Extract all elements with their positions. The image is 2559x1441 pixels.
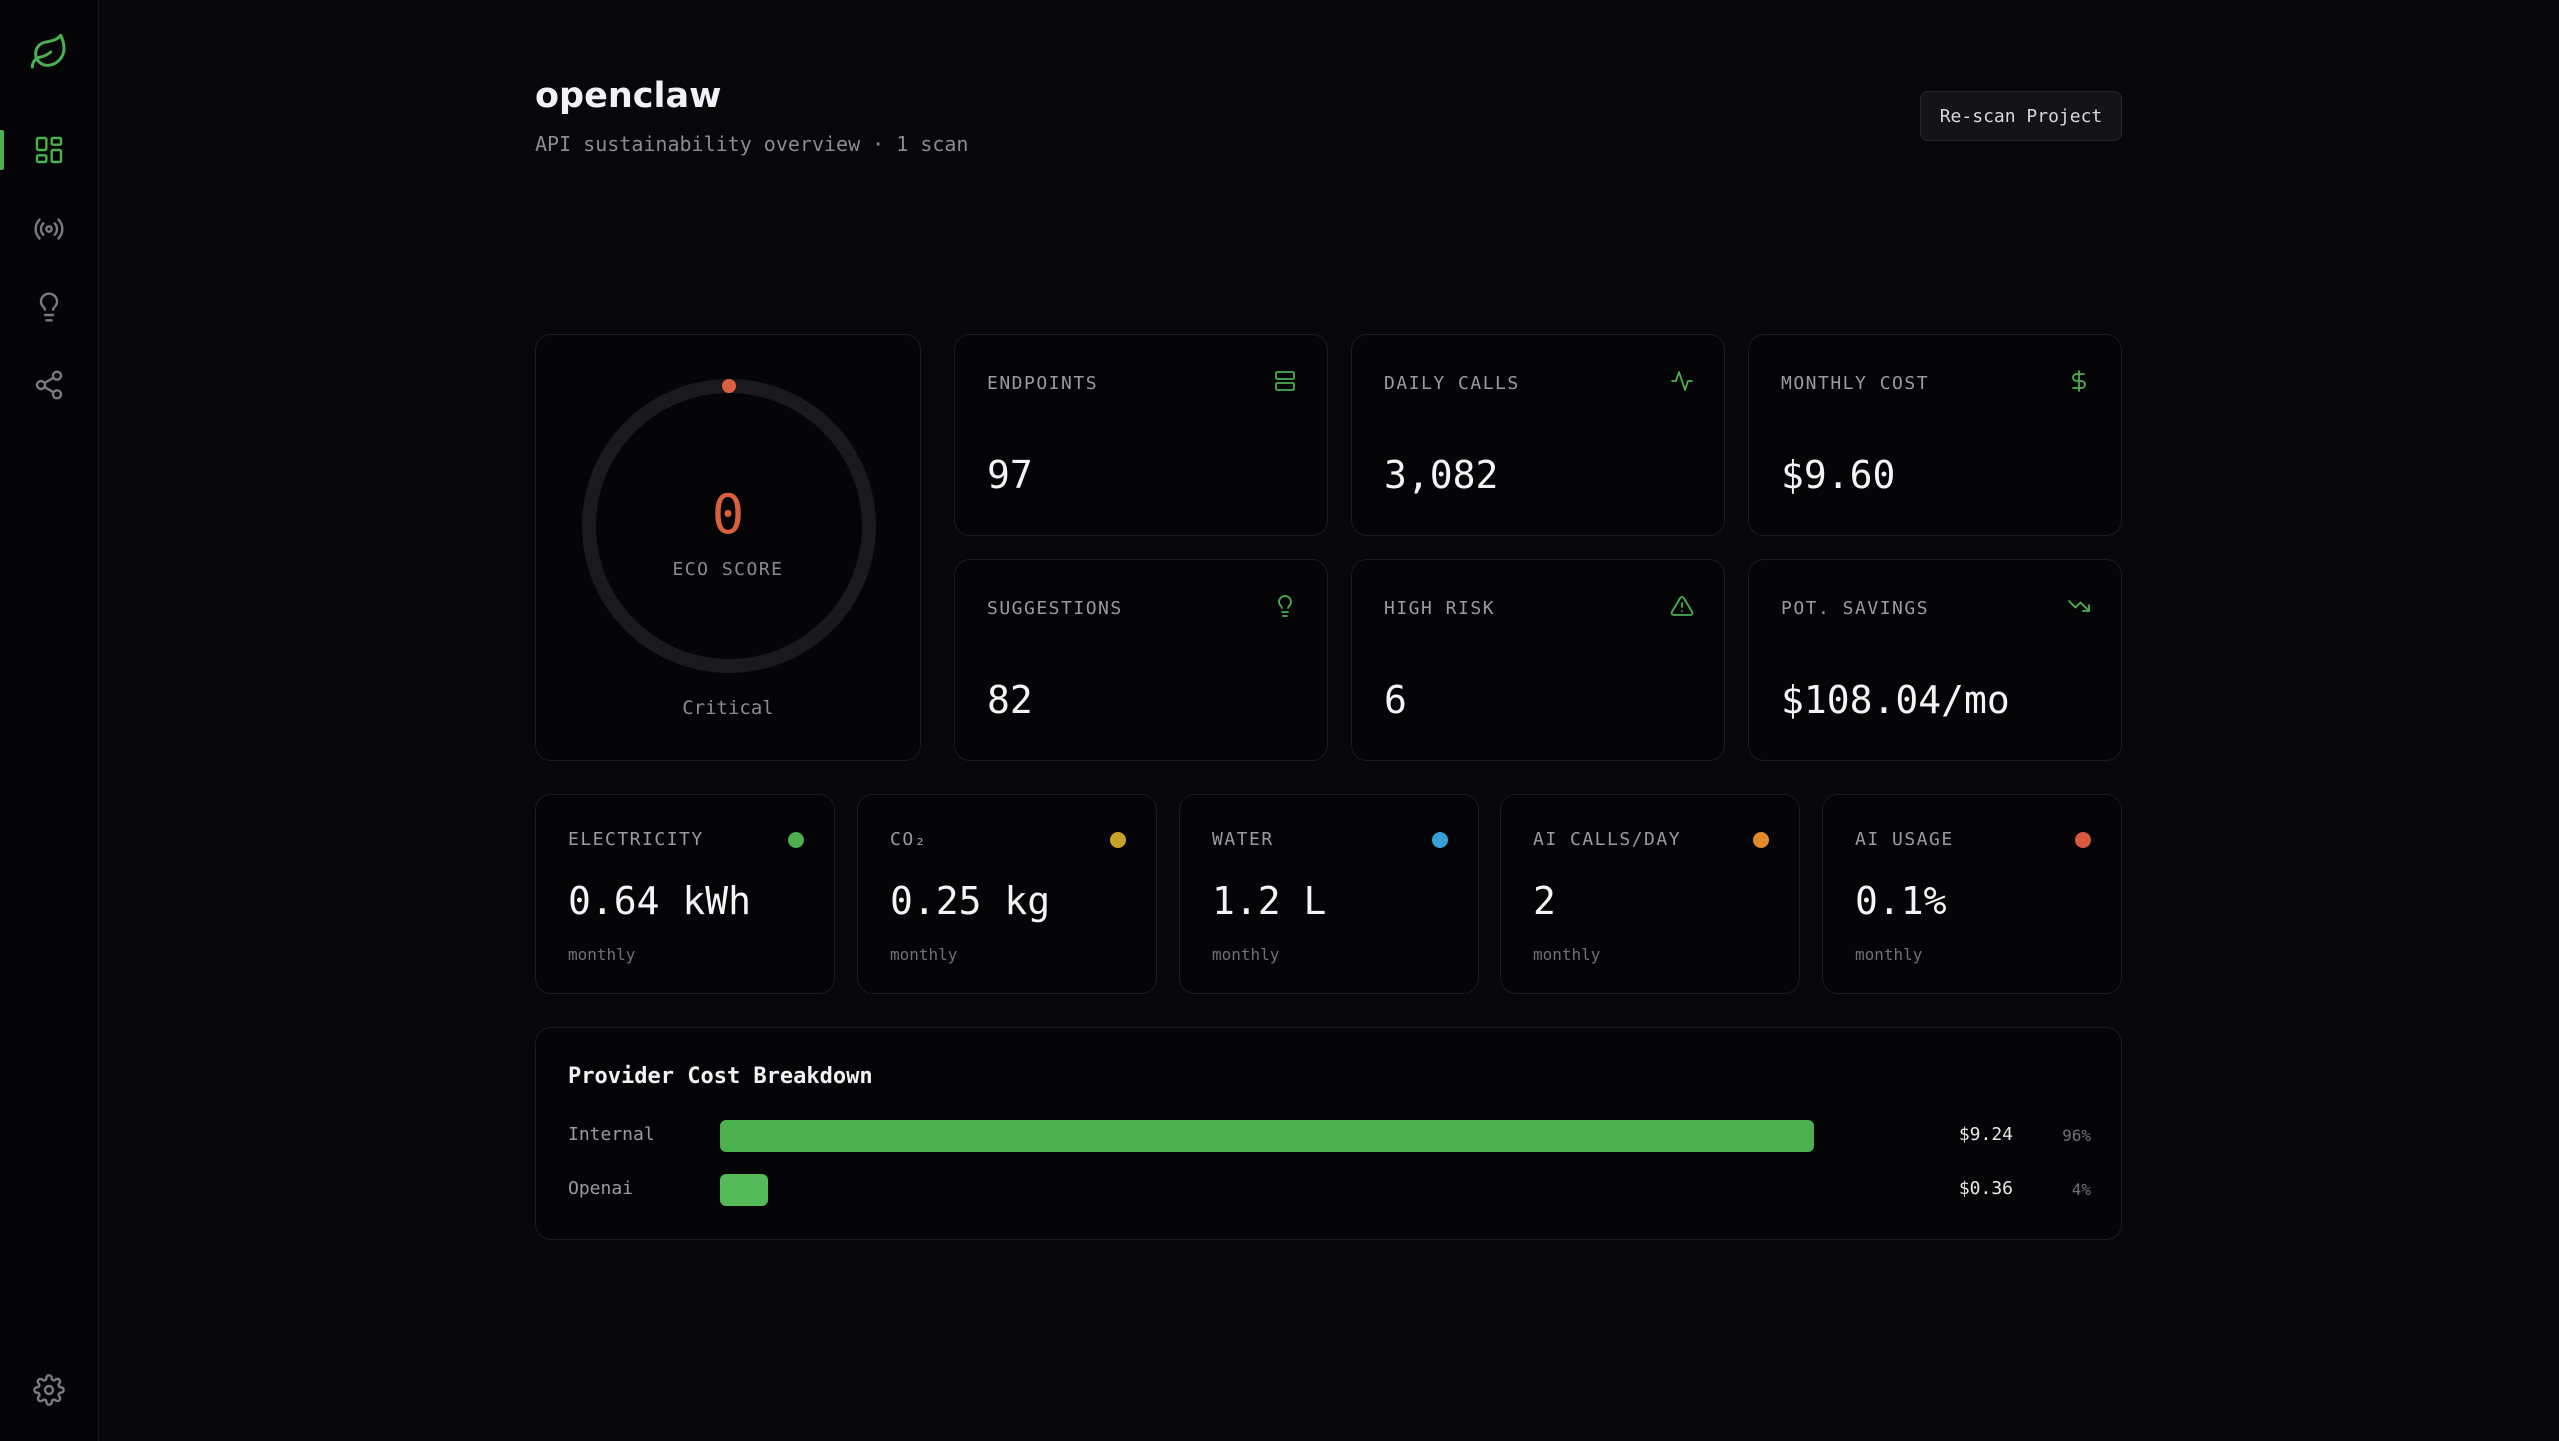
trending-down-icon	[2068, 600, 2090, 612]
logo[interactable]	[0, 22, 98, 82]
share-icon	[35, 370, 63, 400]
metric-period: monthly	[1533, 945, 1601, 964]
metric-card-ai-calls[interactable]: AI CALLS/DAY 2 monthly	[1500, 794, 1800, 994]
status-dot	[1432, 832, 1448, 848]
provider-pct-openai: 4%	[2071, 1180, 2091, 1199]
provider-bar-internal	[720, 1120, 1814, 1152]
provider-bar-openai	[720, 1174, 768, 1206]
metric-period: monthly	[1855, 945, 1923, 964]
provider-label-internal: Internal	[568, 1124, 655, 1145]
metric-period: monthly	[1212, 945, 1280, 964]
stat-label: POT. SAVINGS	[1781, 598, 1930, 619]
provider-amount-openai: $0.36	[1958, 1178, 2013, 1199]
status-dot	[788, 832, 804, 848]
status-dot	[2075, 832, 2091, 848]
stat-card-potential-savings[interactable]: POT. SAVINGS $108.04/mo	[1748, 559, 2122, 761]
stat-label: HIGH RISK	[1384, 598, 1496, 619]
stat-card-endpoints[interactable]: ENDPOINTS 97	[954, 334, 1328, 536]
metric-value: 0.64 kWh	[568, 879, 752, 923]
stat-card-daily-calls[interactable]: DAILY CALLS 3,082	[1351, 334, 1725, 536]
metric-label: AI USAGE	[1855, 829, 1954, 850]
metric-value: 2	[1533, 879, 1556, 923]
stat-value: $108.04/mo	[1781, 678, 2010, 722]
stat-value: 3,082	[1384, 453, 1499, 497]
sidebar-item-scans[interactable]	[0, 199, 98, 259]
stat-label: ENDPOINTS	[987, 373, 1099, 394]
metric-value: 0.25 kg	[890, 879, 1051, 923]
stat-card-suggestions[interactable]: SUGGESTIONS 82	[954, 559, 1328, 761]
status-dot	[1753, 832, 1769, 848]
dollar-icon	[2072, 370, 2086, 392]
stat-value: 6	[1384, 678, 1407, 722]
metric-value: 0.1%	[1855, 879, 1947, 923]
stat-label: SUGGESTIONS	[987, 598, 1123, 619]
metric-card-electricity[interactable]: ELECTRICITY 0.64 kWh monthly	[535, 794, 835, 994]
metric-label: AI CALLS/DAY	[1533, 829, 1682, 850]
eco-score-label: ECO SCORE	[672, 559, 784, 580]
rescan-button[interactable]: Re-scan Project	[1920, 91, 2122, 141]
metric-label: ELECTRICITY	[568, 829, 704, 850]
stat-value: $9.60	[1781, 453, 1896, 497]
breakdown-title: Provider Cost Breakdown	[568, 1064, 873, 1089]
dashboard-icon	[35, 136, 63, 164]
eco-score-ring	[582, 379, 876, 673]
stat-card-high-risk[interactable]: HIGH RISK 6	[1351, 559, 1725, 761]
stat-label: DAILY CALLS	[1384, 373, 1520, 394]
provider-label-openai: Openai	[568, 1178, 634, 1199]
metric-card-water[interactable]: WATER 1.2 L monthly	[1179, 794, 1479, 994]
eco-score-value: 0	[711, 483, 745, 546]
provider-cost-breakdown: Provider Cost Breakdown Internal $9.24 9…	[535, 1027, 2122, 1240]
provider-amount-internal: $9.24	[1958, 1124, 2013, 1145]
warning-icon	[1670, 596, 1694, 616]
provider-pct-internal: 96%	[2062, 1126, 2091, 1145]
eco-score-status: Critical	[682, 697, 774, 719]
leaf-icon	[30, 33, 66, 69]
metric-label: CO₂	[890, 829, 928, 850]
stat-value: 82	[987, 678, 1033, 722]
sidebar-item-dashboard[interactable]	[0, 120, 98, 180]
eco-score-card: 0 ECO SCORE Critical	[535, 334, 921, 761]
sidebar	[0, 0, 99, 1441]
lightbulb-icon	[39, 292, 59, 322]
activity-icon	[1671, 371, 1693, 391]
stat-card-monthly-cost[interactable]: MONTHLY COST $9.60	[1748, 334, 2122, 536]
sidebar-item-graph[interactable]	[0, 355, 98, 415]
sidebar-item-suggestions[interactable]	[0, 277, 98, 337]
metric-period: monthly	[890, 945, 958, 964]
server-icon	[1275, 371, 1295, 391]
lightbulb-icon	[1278, 595, 1292, 617]
metric-label: WATER	[1212, 829, 1274, 850]
settings-button[interactable]	[0, 1360, 98, 1420]
gear-icon	[33, 1374, 65, 1406]
metric-period: monthly	[568, 945, 636, 964]
status-dot	[1110, 832, 1126, 848]
page-subtitle: API sustainability overview · 1 scan	[535, 132, 969, 156]
metric-card-ai-usage[interactable]: AI USAGE 0.1% monthly	[1822, 794, 2122, 994]
stat-label: MONTHLY COST	[1781, 373, 1930, 394]
broadcast-icon	[34, 218, 64, 240]
metric-value: 1.2 L	[1212, 879, 1327, 923]
stat-value: 97	[987, 453, 1033, 497]
metric-card-co2[interactable]: CO₂ 0.25 kg monthly	[857, 794, 1157, 994]
page-title: openclaw	[535, 76, 722, 116]
